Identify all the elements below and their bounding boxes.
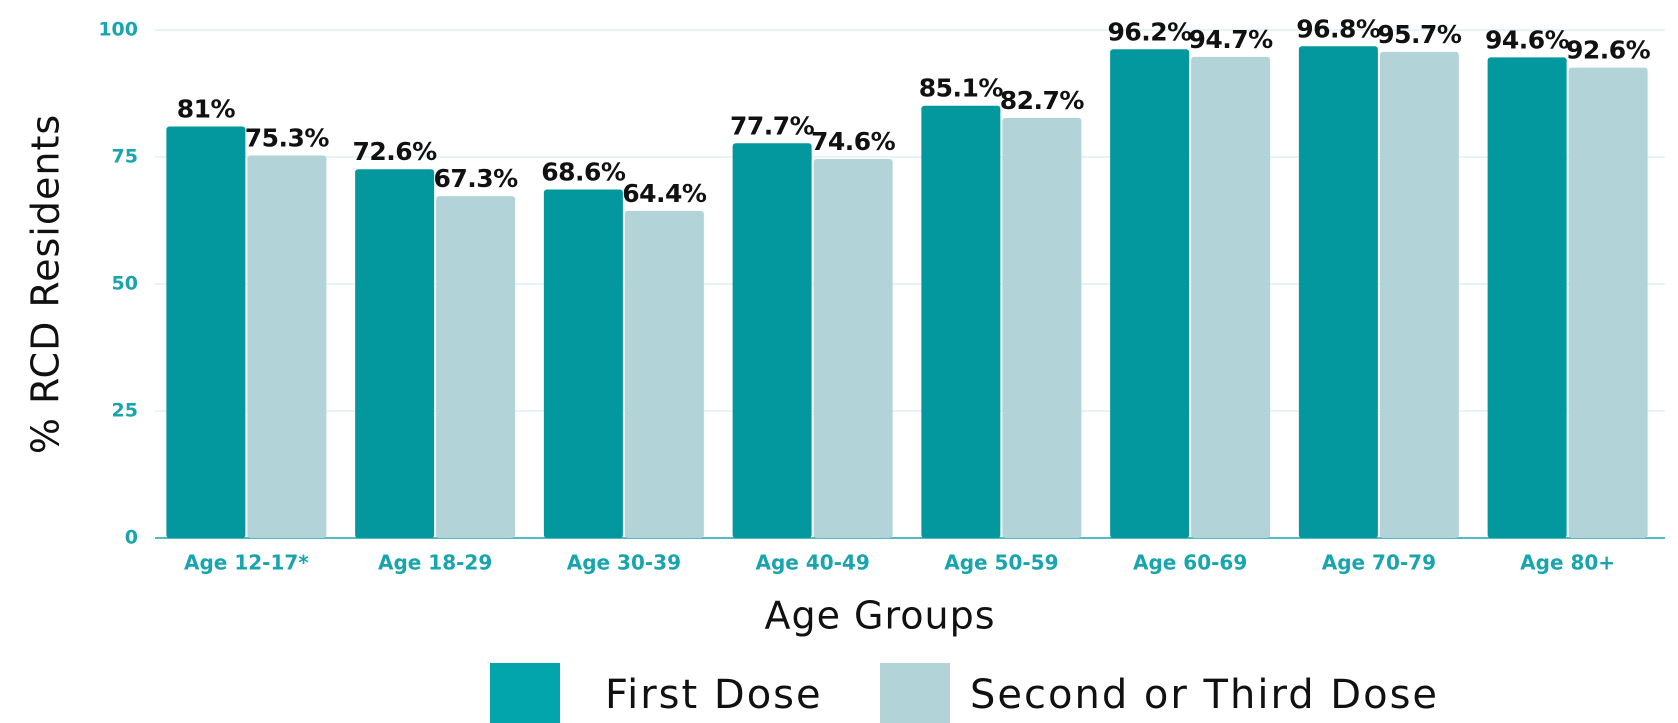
value-label: 96.8% <box>1296 14 1381 43</box>
bar <box>1298 46 1378 538</box>
bar <box>436 196 516 538</box>
legend-label: First Dose <box>605 672 823 718</box>
value-label: 81% <box>177 95 236 124</box>
bar <box>624 210 704 538</box>
bar <box>247 155 327 538</box>
bar <box>1379 51 1459 539</box>
bar <box>1110 49 1190 538</box>
value-label: 96.2% <box>1108 17 1193 46</box>
y-tick-label: 50 <box>112 273 138 295</box>
bar <box>1568 67 1648 538</box>
bar <box>813 159 893 539</box>
x-axis-title: Age Groups <box>764 594 995 638</box>
value-label: 82.7% <box>1000 86 1085 115</box>
bar <box>732 143 812 538</box>
value-label: 67.3% <box>434 164 519 193</box>
x-tick-label: Age 80+ <box>1520 551 1615 575</box>
value-label: 68.6% <box>541 158 626 187</box>
y-tick-label: 0 <box>125 527 138 549</box>
bar <box>1487 57 1567 538</box>
legend-swatch <box>880 663 950 723</box>
value-label: 75.3% <box>245 123 330 152</box>
bar <box>166 126 246 539</box>
bar <box>355 169 435 538</box>
x-tick-label: Age 70-79 <box>1322 551 1436 575</box>
value-label: 95.7% <box>1377 20 1462 49</box>
y-axis-title: % RCD Residents <box>24 114 68 454</box>
legend-swatch <box>490 663 560 723</box>
x-tick-label: Age 12-17* <box>184 551 309 575</box>
value-label: 72.6% <box>353 137 438 166</box>
y-tick-label: 25 <box>112 400 138 422</box>
value-label: 92.6% <box>1566 36 1651 65</box>
bar <box>921 105 1001 538</box>
bar <box>1191 56 1271 538</box>
y-tick-label: 100 <box>98 19 138 41</box>
value-label: 77.7% <box>730 111 815 140</box>
value-label: 64.4% <box>622 179 707 208</box>
x-tick-label: Age 40-49 <box>755 551 869 575</box>
legend-label: Second or Third Dose <box>970 672 1439 718</box>
x-tick-label: Age 18-29 <box>378 551 492 575</box>
value-label: 85.1% <box>919 74 1004 103</box>
value-label: 74.6% <box>811 127 896 156</box>
value-label: 94.7% <box>1189 25 1274 54</box>
x-tick-label: Age 30-39 <box>567 551 681 575</box>
x-tick-label: Age 60-69 <box>1133 551 1247 575</box>
bar <box>543 189 623 538</box>
value-label: 94.6% <box>1485 25 1570 54</box>
y-tick-label: 75 <box>112 146 138 168</box>
bar <box>1002 117 1082 538</box>
x-tick-label: Age 50-59 <box>944 551 1058 575</box>
